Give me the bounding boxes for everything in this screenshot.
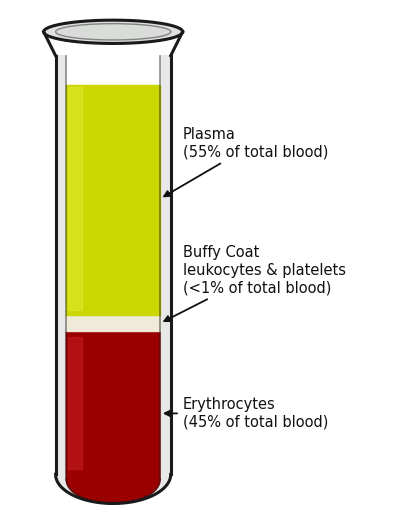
Polygon shape <box>66 331 160 504</box>
Text: Plasma
(55% of total blood): Plasma (55% of total blood) <box>164 127 328 196</box>
Polygon shape <box>66 56 160 503</box>
Text: Erythrocytes
(45% of total blood): Erythrocytes (45% of total blood) <box>165 397 328 430</box>
Polygon shape <box>68 87 82 310</box>
Polygon shape <box>56 24 171 40</box>
Bar <box>66 315 160 331</box>
Polygon shape <box>44 20 183 43</box>
Polygon shape <box>56 56 171 503</box>
Text: Buffy Coat
leukocytes & platelets
(<1% of total blood): Buffy Coat leukocytes & platelets (<1% o… <box>164 245 346 321</box>
Bar <box>66 85 160 315</box>
Polygon shape <box>68 337 82 469</box>
